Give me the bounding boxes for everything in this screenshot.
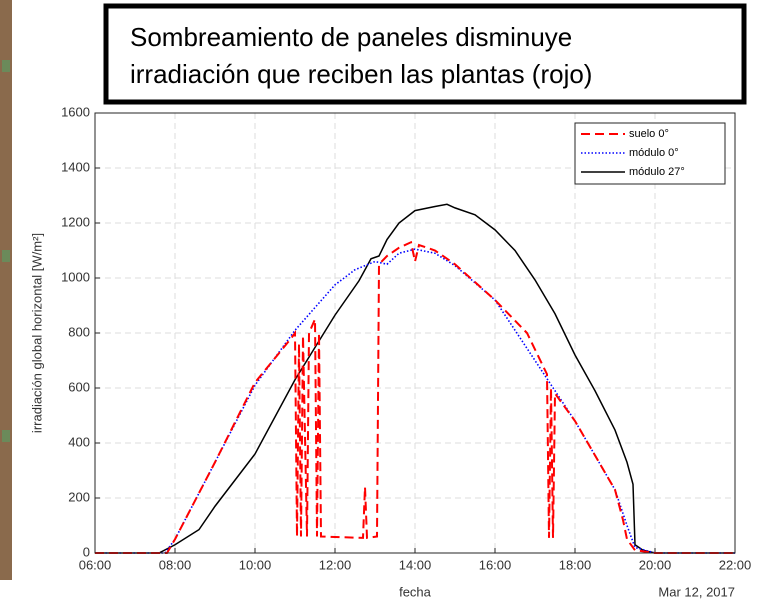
y-tick-label: 1400: [61, 159, 90, 174]
x-tick-label: 14:00: [399, 557, 432, 572]
y-tick-label: 200: [68, 489, 90, 504]
x-tick-label: 06:00: [79, 557, 112, 572]
x-axis-label: fecha: [399, 584, 432, 599]
photo-strip: [0, 0, 12, 580]
title-line: Sombreamiento de paneles disminuye: [130, 22, 572, 52]
x-tick-label: 12:00: [319, 557, 352, 572]
photo-detail: [2, 430, 10, 442]
title-box: [103, 3, 747, 105]
x-tick-label: 22:00: [719, 557, 752, 572]
axes-box: [94, 112, 736, 554]
legend-label: suelo 0°: [629, 128, 669, 140]
y-tick-label: 0: [83, 544, 90, 559]
photo-detail: [2, 60, 10, 72]
y-tick-label: 1200: [61, 214, 90, 229]
x-tick-label: 16:00: [479, 557, 512, 572]
title-line: irradiación que reciben las plantas (roj…: [130, 59, 592, 89]
date-label: Mar 12, 2017: [658, 584, 735, 599]
legend-label: módulo 0°: [629, 147, 679, 159]
x-tick-label: 10:00: [239, 557, 272, 572]
x-tick-label: 08:00: [159, 557, 192, 572]
x-tick-label: 18:00: [559, 557, 592, 572]
y-tick-label: 600: [68, 379, 90, 394]
y-tick-label: 800: [68, 324, 90, 339]
data-line: [95, 203, 735, 554]
photo-detail: [2, 250, 10, 262]
y-tick-label: 1000: [61, 269, 90, 284]
legend-label: módulo 27°: [629, 166, 685, 178]
y-axis-label: irradiación global horizontal [W/m²]: [29, 233, 44, 433]
y-tick-label: 400: [68, 434, 90, 449]
x-tick-label: 20:00: [639, 557, 672, 572]
y-tick-label: 1600: [61, 104, 90, 119]
